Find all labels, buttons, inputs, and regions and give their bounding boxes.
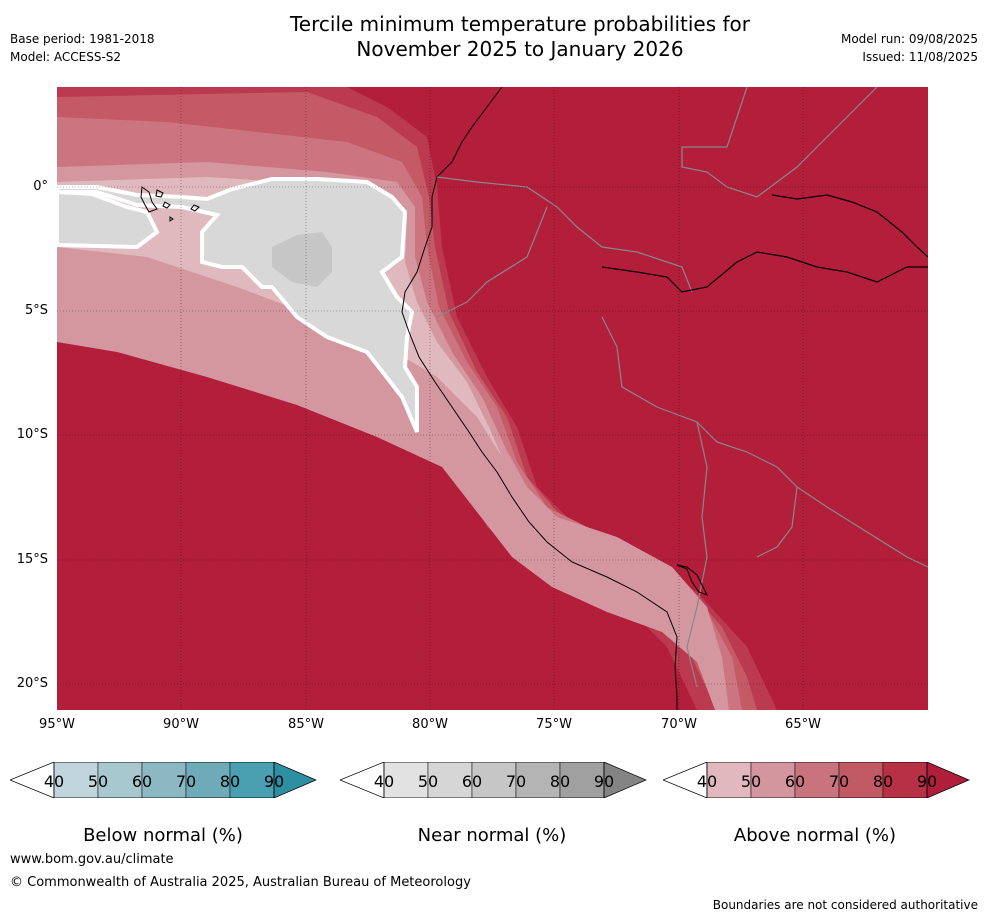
header-meta-right: Model run: 09/08/2025 Issued: 11/08/2025 [841,30,978,66]
cb-below-tick-40: 40 [43,772,65,791]
country-borders [436,87,928,688]
model-text: Model: ACCESS-S2 [10,50,122,64]
galapagos-islands [140,186,200,222]
lon-label-75w: 75°W [536,717,572,732]
amazon-river [601,251,928,293]
colorbar-near [340,762,647,798]
footer-url: www.bom.gov.au/climate [10,852,174,867]
cb-near-tick-70: 70 [505,772,527,791]
lat-label-10s: 10°S [16,427,48,442]
header-meta-left: Base period: 1981-2018 Model: ACCESS-S2 [10,30,155,66]
cb-above-seg [794,762,840,798]
cb-near-seg [471,762,517,798]
footer-copyright: © Commonwealth of Australia 2025, Austra… [10,875,471,890]
legend-below-title: Below normal (%) [83,825,243,846]
gridlines [57,87,928,710]
issued-text: Issued: 11/08/2025 [862,50,978,64]
ocean-band-50 [57,162,729,710]
colorbar-above [663,762,970,798]
lon-label-70w: 70°W [661,717,697,732]
cb-above-seg [750,762,796,798]
cb-below-seg [97,762,143,798]
cb-above-tick-40: 40 [696,772,718,791]
cb-near-tick-50: 50 [417,772,439,791]
cb-below-tick-90: 90 [263,772,285,791]
near-normal-west [57,189,160,250]
legend-near-title: Near normal (%) [417,825,567,846]
map-title: Tercile minimum temperature probabilitie… [0,12,988,62]
lat-label-15s: 15°S [16,552,48,567]
legend-above-title: Above normal (%) [733,825,897,846]
cb-below-seg [141,762,187,798]
footer-disclaimer: Boundaries are not considered authoritat… [712,898,978,912]
cb-above-tick-70: 70 [828,772,850,791]
cb-below-tick-60: 60 [131,772,153,791]
cb-above-seg [706,762,752,798]
title-line-2: November 2025 to January 2026 [356,37,684,61]
river-north [771,194,928,258]
title-line-1: Tercile minimum temperature probabilitie… [289,12,751,36]
map-panel [57,87,928,710]
cb-below-tick-80: 80 [219,772,241,791]
lat-label-20s: 20°S [16,676,48,691]
cb-below-tick-50: 50 [87,772,109,791]
lon-label-95w: 95°W [39,717,75,732]
cb-above-tick-60: 60 [784,772,806,791]
cb-near-seg [559,762,605,798]
cb-above-tick-50: 50 [740,772,762,791]
coastline [401,87,678,710]
probability-map [57,87,928,710]
base-period-text: Base period: 1981-2018 [10,32,155,46]
lake-titicaca [676,564,709,596]
cb-above-tick-90: 90 [916,772,938,791]
lon-label-80w: 80°W [412,717,448,732]
cb-near-tick-60: 60 [461,772,483,791]
model-run-text: Model run: 09/08/2025 [840,32,978,46]
cb-near-tick-90: 90 [593,772,615,791]
near-normal-core [272,232,332,287]
lat-label-0: 0° [33,179,48,194]
cb-below-tick-70: 70 [175,772,197,791]
lon-label-65w: 65°W [785,717,821,732]
lat-label-5s: 5°S [24,303,48,318]
cb-near-tick-80: 80 [549,772,571,791]
cb-near-tick-40: 40 [373,772,395,791]
cb-above-tick-80: 80 [872,772,894,791]
colorbar-below [10,762,317,798]
cb-below-seg [229,762,275,798]
lon-label-90w: 90°W [163,717,199,732]
cb-above-seg [882,762,928,798]
lon-label-85w: 85°W [288,717,324,732]
cb-near-seg [383,762,429,798]
cb-near-seg [515,762,561,798]
